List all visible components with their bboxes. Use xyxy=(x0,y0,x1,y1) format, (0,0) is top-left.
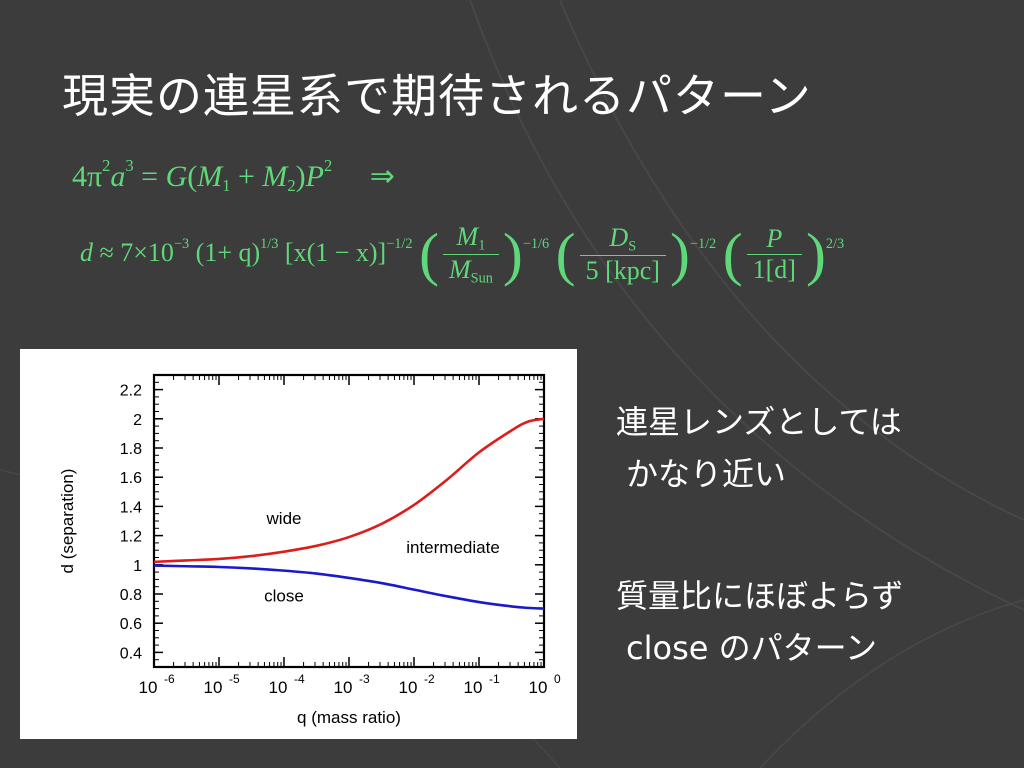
kepler-equation: 4π2a3 = G(M1 + M2)P2 ⇒ xyxy=(72,156,395,195)
y-tick-label: 2.2 xyxy=(120,383,142,400)
close-curve xyxy=(153,564,545,610)
period-fraction: P 1[d] xyxy=(746,224,802,285)
separation-equation: d ≈ 7×10−3 (1+ q)1/3 [x(1 − x)]−1/2 (M1 M… xyxy=(80,220,845,288)
x-tick-label: 10 xyxy=(529,678,548,697)
kepler-period: P xyxy=(305,159,324,193)
y-tick-label: 1.6 xyxy=(120,470,142,487)
kepler-gravity-const: G xyxy=(165,159,188,193)
region-label-intermediate: intermediate xyxy=(406,538,500,557)
x-tick-exponent: -6 xyxy=(164,672,175,686)
note-close-binary: 連星レンズとしては かなり近い xyxy=(616,396,902,500)
x-tick-exponent: -5 xyxy=(229,672,240,686)
x-tick-exponent: -3 xyxy=(359,672,370,686)
x-tick-exponent: -1 xyxy=(489,672,500,686)
y-tick-label: 1.8 xyxy=(120,441,142,458)
y-axis-label: d (separation) xyxy=(58,469,77,574)
x-tick-label: 10 xyxy=(464,678,483,697)
x-tick-exponent: -4 xyxy=(294,672,305,686)
separation-d: d xyxy=(80,237,93,267)
x-axis-label: q (mass ratio) xyxy=(297,708,401,727)
note2-line1: 質量比にほぼよらず xyxy=(616,577,904,615)
x-tick-label: 10 xyxy=(204,678,223,697)
note-close-pattern: 質量比にほぼよらず close のパターン xyxy=(616,570,903,674)
note1-line1: 連星レンズとしては xyxy=(616,403,902,441)
wide-curve xyxy=(153,417,545,564)
y-tick-label: 1.2 xyxy=(120,529,142,546)
x-term: [x(1 − x)] xyxy=(284,237,387,267)
x-tick-label: 10 xyxy=(334,678,353,697)
y-tick-label: 1 xyxy=(133,558,142,575)
x-tick-label: 10 xyxy=(269,678,288,697)
y-tick-label: 2 xyxy=(133,412,142,429)
kepler-lhs-coeff: 4π xyxy=(72,159,103,193)
implies-symbol: ⇒ xyxy=(369,159,395,193)
kepler-m2: M xyxy=(262,159,288,193)
chart-svg: 0.4 0.6 0.8 1 1.2 1.4 1.6 1.8 2 2.2 10 -6 10 -5 10 -4 10… xyxy=(58,373,561,727)
separation-approx: ≈ 7×10 xyxy=(99,237,174,267)
x-tick-label: 10 xyxy=(399,678,418,697)
x-tick-exponent: 0 xyxy=(554,672,561,686)
slide-title: 現実の連星系で期待されるパターン xyxy=(62,69,812,123)
distance-fraction: DS 5 [kpc] xyxy=(579,223,666,286)
note1-line2: かなり近い xyxy=(626,455,787,493)
q-term: (1+ q) xyxy=(195,237,261,267)
y-tick-label: 0.6 xyxy=(120,616,142,633)
region-label-close: close xyxy=(264,586,304,605)
y-tick-label: 1.4 xyxy=(120,499,142,516)
y-tick-label: 0.4 xyxy=(120,645,142,662)
kepler-m1: M xyxy=(197,159,223,193)
x-tick-label: 10 xyxy=(139,678,158,697)
y-tick-label: 0.8 xyxy=(120,587,142,604)
separation-chart: 0.4 0.6 0.8 1 1.2 1.4 1.6 1.8 2 2.2 10 -6 10 -5 10 -4 10… xyxy=(20,349,577,739)
mass-fraction: M1 MSun xyxy=(442,222,499,288)
note2-line2: close のパターン xyxy=(626,629,877,667)
region-label-wide: wide xyxy=(266,509,302,528)
x-tick-exponent: -2 xyxy=(424,672,435,686)
plot-frame xyxy=(152,373,546,669)
